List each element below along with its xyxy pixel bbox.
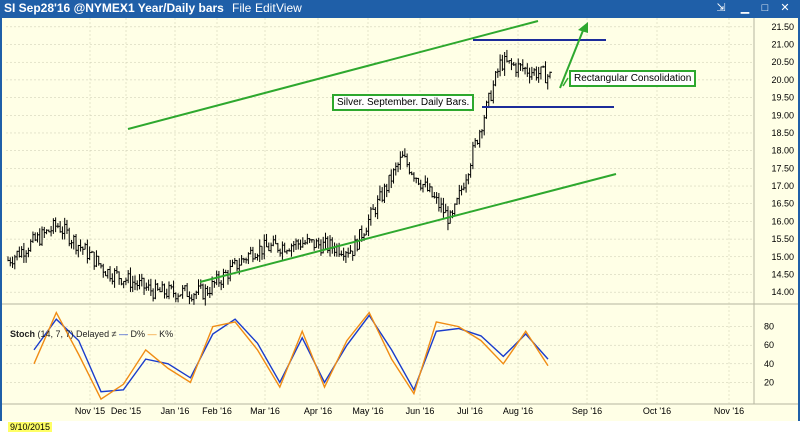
x-tick-label: Aug '16 (503, 406, 533, 416)
price-tick-label: 21.50 (771, 22, 794, 32)
title-bar: SI Sep28'16 @NYMEX × 1 Year/Daily bars F… (0, 0, 800, 18)
stoch-tick-label: 40 (764, 359, 774, 369)
k-legend-swatch: — (147, 329, 157, 339)
price-tick-label: 16.00 (771, 216, 794, 226)
price-tick-label: 20.50 (771, 57, 794, 67)
k-legend-label: K% (159, 329, 174, 339)
x-tick-label: Nov '15 (75, 406, 105, 416)
d-legend-swatch: — (119, 329, 129, 339)
price-tick-label: 19.00 (771, 110, 794, 120)
price-tick-label: 15.00 (771, 252, 794, 262)
menu-file[interactable]: File (232, 1, 252, 15)
restore-icon[interactable]: ⇲ (716, 2, 726, 14)
stoch-tick-label: 20 (764, 377, 774, 387)
x-tick-label: May '16 (352, 406, 383, 416)
price-tick-label: 18.50 (771, 128, 794, 138)
upper-trendline (127, 20, 539, 130)
menu-view[interactable]: View (276, 1, 302, 15)
chart-area[interactable]: 21.50 21.00 20.50 20.00 19.50 19.00 18.50 18.00… (2, 18, 798, 432)
price-tick-label: 14.50 (771, 269, 794, 279)
stoch-series-k (33, 310, 549, 401)
x-tick-label: Dec '15 (111, 406, 141, 416)
x-tick-label: Apr '16 (304, 406, 332, 416)
close-icon[interactable]: ✕ (780, 2, 790, 14)
stoch-legend: Stoch (14, 7, 7) Delayed ≠ — D% — K% (10, 329, 173, 339)
price-tick-label: 17.00 (771, 181, 794, 191)
maximize-icon[interactable]: □ (761, 2, 769, 14)
stoch-tick-label: 60 (764, 340, 774, 350)
date-label: 9/10/2015 (8, 422, 53, 432)
stoch-title: Stoch (10, 329, 36, 339)
price-tick-label: 14.00 (771, 287, 794, 297)
symbol-label[interactable]: SI Sep28'16 @NYMEX (4, 1, 128, 15)
x-tick-label: Sep '16 (572, 406, 602, 416)
x-tick-label: Oct '16 (643, 406, 671, 416)
price-tick-label: 19.50 (771, 93, 794, 103)
menu-edit[interactable]: Edit (255, 1, 276, 15)
price-tick-label: 21.00 (771, 40, 794, 50)
price-tick-label: 16.50 (771, 199, 794, 209)
x-tick-label: Jan '16 (161, 406, 190, 416)
d-legend-label: D% (130, 329, 146, 339)
price-tick-label: 17.50 (771, 163, 794, 173)
breakout-arrow-head (578, 22, 588, 33)
price-tick-label: 15.50 (771, 234, 794, 244)
chart-title-annotation: Silver. September. Daily Bars. (332, 94, 475, 111)
x-tick-label: Feb '16 (202, 406, 232, 416)
x-tick-label: Mar '16 (250, 406, 280, 416)
price-tick-label: 20.00 (771, 75, 794, 85)
pattern-pointer-line (562, 77, 569, 87)
stoch-tick-label: 80 (764, 322, 774, 332)
price-tick-label: 18.00 (771, 146, 794, 156)
x-tick-label: Nov '16 (714, 406, 744, 416)
x-tick-label: Jul '16 (457, 406, 483, 416)
stoch-params: (14, 7, 7) Delayed ≠ (37, 329, 117, 339)
pattern-annotation: Rectangular Consolidation (569, 70, 697, 87)
x-tick-label: Jun '16 (406, 406, 435, 416)
breakout-arrow-line (559, 27, 585, 89)
close-symbol-icon[interactable]: × (120, 1, 128, 15)
timeframe-label[interactable]: 1 Year/Daily bars (128, 1, 224, 15)
lower-trendline (199, 173, 617, 283)
price-chart-svg: 21.50 21.00 20.50 20.00 19.50 19.00 18.50 18.00… (2, 18, 798, 416)
minimize-icon[interactable]: ▁ (740, 2, 750, 14)
